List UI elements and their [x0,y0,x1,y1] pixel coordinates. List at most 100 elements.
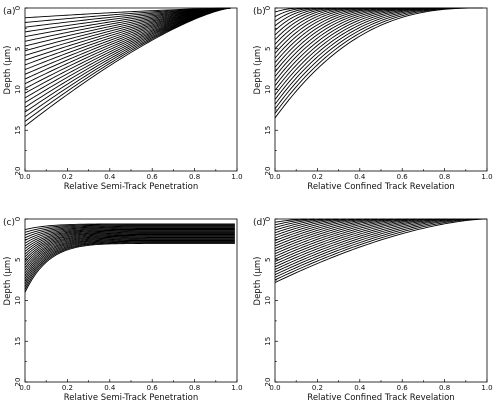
y-tick-label: 15 [264,337,272,346]
curve-line [24,237,235,274]
x-tick-label: 0.6 [397,384,409,392]
y-tick-label: 0 [14,6,22,10]
plot-frame [274,7,488,172]
x-tick-label: 0.4 [104,173,116,181]
curve-line [24,231,235,258]
curve-line [274,218,425,262]
y-tick-label: 20 [14,167,22,176]
x-tick-label: 0.2 [312,384,323,392]
curve-line [274,218,346,236]
y-tick-label: 10 [264,85,272,94]
curve-line [274,7,407,73]
curve-line [274,218,441,268]
x-tick-label: 0.2 [62,173,73,181]
x-tick-label: 0.0 [19,173,30,181]
x-tick-label: 0.8 [189,173,200,181]
curve-line [274,7,476,114]
curve-line [24,234,235,266]
plot-frame [24,7,238,172]
curve-line [24,240,235,285]
curve-line [274,7,453,100]
x-tick-label: 0.6 [397,173,409,181]
y-tick-label: 15 [14,337,22,346]
curve-line [274,218,433,265]
curve-line [24,242,235,290]
y-tick-label: 0 [264,6,272,10]
curve-line [274,7,483,119]
curve-line [274,7,384,59]
y-tick-label: 15 [264,126,272,135]
curve-line [274,218,354,239]
y-tick-label: 5 [14,47,22,51]
curve-line [24,229,235,250]
curve-line [24,7,231,103]
panel-c: 0.0 0.2 0.4 0.6 0.8 1.0 0 5 10 15 20 Relative Semi-… [3,217,243,403]
curve-line [24,232,235,260]
x-tick-label: 1.0 [481,173,492,181]
curve-line [274,7,460,105]
curve-line [24,7,231,127]
y-tick-label: 15 [14,126,22,135]
panel-label: (b) [253,7,266,17]
curve-line [274,218,409,257]
curve-line [274,218,401,255]
curve-line [24,224,235,233]
curve-line [24,238,235,279]
y-tick-label: 10 [14,85,22,94]
y-tick-label: 5 [264,47,272,51]
curve-line [24,228,235,247]
y-tick-label: 0 [264,217,272,221]
curve-line [274,218,448,270]
curve-line [274,218,378,247]
x-tick-label: 1.0 [481,384,492,392]
x-axis-label: Relative Semi-Track Penetration [64,393,198,403]
x-tick-label: 0.8 [439,384,450,392]
curve-line [274,218,386,249]
x-tick-label: 1.0 [231,384,242,392]
x-tick-label: 0.8 [189,384,200,392]
curve-line [274,218,472,278]
panel-label: (c) [3,218,15,228]
y-tick-label: 5 [14,258,22,262]
curve-line [24,237,235,277]
x-tick-label: 0.2 [312,173,323,181]
curve-line [274,7,437,91]
curve-line [24,236,235,271]
curve-line [274,7,391,64]
curve-line [24,227,235,244]
x-tick-label: 1.0 [231,173,242,181]
curve-line [274,218,362,242]
x-tick-label: 0.4 [354,384,366,392]
curve-line [274,7,376,54]
x-axis-label: Relative Confined Track Revelation [307,393,454,403]
panel-label: (d) [253,218,266,228]
x-tick-label: 0.6 [147,173,159,181]
y-tick-label: 10 [264,296,272,305]
curve-line [274,218,370,244]
y-tick-label: 20 [14,378,22,387]
curve-line [24,226,235,241]
panel-b: 0.0 0.2 0.4 0.6 0.8 1.0 0 5 10 15 20 Relative Confi… [253,6,493,192]
curve-line [24,231,235,255]
y-axis-label: Depth (μm) [253,46,263,95]
x-tick-label: 0.4 [104,384,116,392]
panel-label: (a) [3,7,16,17]
curve-line [24,223,235,231]
curve-line [24,233,235,263]
curve-line [24,7,231,118]
x-axis-label: Relative Confined Track Revelation [307,182,454,192]
curve-line [24,241,235,288]
x-tick-label: 0.8 [439,173,450,181]
curve-line [24,225,235,236]
curve-line [274,218,464,276]
y-tick-label: 20 [264,167,272,176]
x-tick-label: 0.0 [269,173,280,181]
curve-line [274,218,323,228]
curve-line [274,7,422,82]
y-tick-label: 5 [264,258,272,262]
x-tick-label: 0.0 [269,384,280,392]
curve-line [24,225,235,239]
x-tick-label: 0.6 [147,384,159,392]
curve-line [274,218,417,260]
